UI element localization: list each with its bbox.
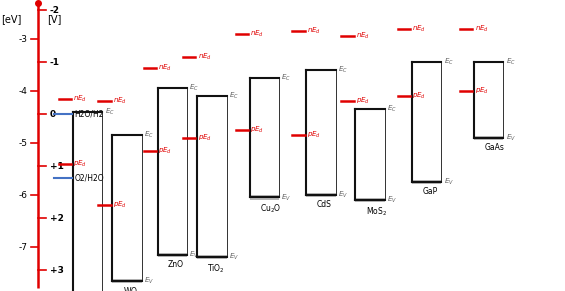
Text: MoS$_2$: MoS$_2$ — [366, 205, 386, 218]
Text: GaAs: GaAs — [484, 143, 504, 152]
Text: -5: -5 — [18, 139, 27, 148]
Text: $pE_d$: $pE_d$ — [113, 200, 127, 210]
FancyBboxPatch shape — [474, 136, 503, 140]
Text: $E_V$: $E_V$ — [506, 133, 516, 143]
Text: $E_C$: $E_C$ — [105, 107, 114, 117]
Text: +1: +1 — [50, 162, 64, 171]
Text: $E_V$: $E_V$ — [144, 276, 154, 286]
Text: $nE_d$: $nE_d$ — [250, 29, 264, 39]
Text: [V]: [V] — [47, 14, 61, 24]
Text: $nE_d$: $nE_d$ — [158, 63, 172, 73]
FancyBboxPatch shape — [355, 198, 385, 202]
Text: +2: +2 — [50, 214, 64, 223]
FancyBboxPatch shape — [197, 255, 227, 259]
Text: $E_V$: $E_V$ — [444, 177, 454, 187]
Text: $E_C$: $E_C$ — [387, 104, 397, 114]
Text: $E_C$: $E_C$ — [144, 130, 154, 140]
Text: -7: -7 — [18, 243, 27, 252]
Text: $nE_d$: $nE_d$ — [356, 31, 370, 42]
Text: $E_\mathregular{NHE}$: $E_\mathregular{NHE}$ — [47, 0, 71, 1]
Text: H2O/H2: H2O/H2 — [75, 110, 104, 119]
Text: $nE_d$: $nE_d$ — [475, 24, 489, 34]
Text: $E_C$: $E_C$ — [338, 65, 347, 75]
Text: -1: -1 — [50, 58, 60, 67]
Text: $pE_d$: $pE_d$ — [198, 133, 212, 143]
Text: $E_V$: $E_V$ — [387, 195, 397, 205]
Text: -3: -3 — [18, 35, 27, 44]
Text: -2: -2 — [50, 6, 60, 15]
Text: +3: +3 — [50, 266, 64, 275]
Text: $E_V$: $E_V$ — [229, 252, 239, 262]
Text: -4: -4 — [18, 87, 27, 96]
Text: WO$_3$: WO$_3$ — [123, 286, 141, 291]
FancyBboxPatch shape — [306, 193, 336, 197]
Text: $E_V$: $E_V$ — [189, 249, 199, 260]
Text: $pE_d$: $pE_d$ — [356, 96, 370, 107]
Text: TiO$_2$: TiO$_2$ — [207, 262, 225, 275]
Text: $pE_d$: $pE_d$ — [73, 159, 88, 169]
Text: ZnO: ZnO — [168, 260, 184, 269]
FancyBboxPatch shape — [158, 253, 187, 257]
Text: $pE_d$: $pE_d$ — [250, 125, 264, 135]
Text: $pE_d$: $pE_d$ — [475, 86, 489, 96]
FancyBboxPatch shape — [412, 180, 441, 184]
Text: $E_C$: $E_C$ — [189, 83, 199, 93]
Text: $E_V$: $E_V$ — [338, 190, 348, 200]
Text: $E_C$: $E_C$ — [506, 57, 515, 68]
Text: CdS: CdS — [316, 200, 332, 209]
FancyBboxPatch shape — [250, 195, 279, 200]
Text: 0: 0 — [50, 110, 56, 119]
Text: -6: -6 — [18, 191, 27, 200]
Text: $nE_d$: $nE_d$ — [198, 52, 212, 62]
Text: GaP: GaP — [422, 187, 437, 196]
Text: $E_C$: $E_C$ — [281, 73, 291, 83]
Text: $pE_d$: $pE_d$ — [412, 91, 427, 101]
Text: O2/H2O: O2/H2O — [75, 174, 104, 183]
Text: $nE_d$: $nE_d$ — [412, 24, 427, 34]
Text: Cu$_2$O: Cu$_2$O — [260, 203, 281, 215]
Text: [eV]: [eV] — [1, 14, 21, 24]
FancyBboxPatch shape — [112, 278, 142, 283]
Text: $E_C$: $E_C$ — [444, 57, 453, 68]
Text: $nE_d$: $nE_d$ — [307, 26, 321, 36]
Text: $nE_d$: $nE_d$ — [113, 96, 127, 107]
Text: $nE_d$: $nE_d$ — [73, 94, 88, 104]
Text: $E_V$: $E_V$ — [281, 192, 292, 203]
Text: $pE_d$: $pE_d$ — [307, 130, 321, 140]
Text: $E_\mathregular{abs}$: $E_\mathregular{abs}$ — [1, 0, 23, 1]
Text: $pE_d$: $pE_d$ — [158, 146, 172, 156]
Text: $E_C$: $E_C$ — [229, 91, 238, 101]
